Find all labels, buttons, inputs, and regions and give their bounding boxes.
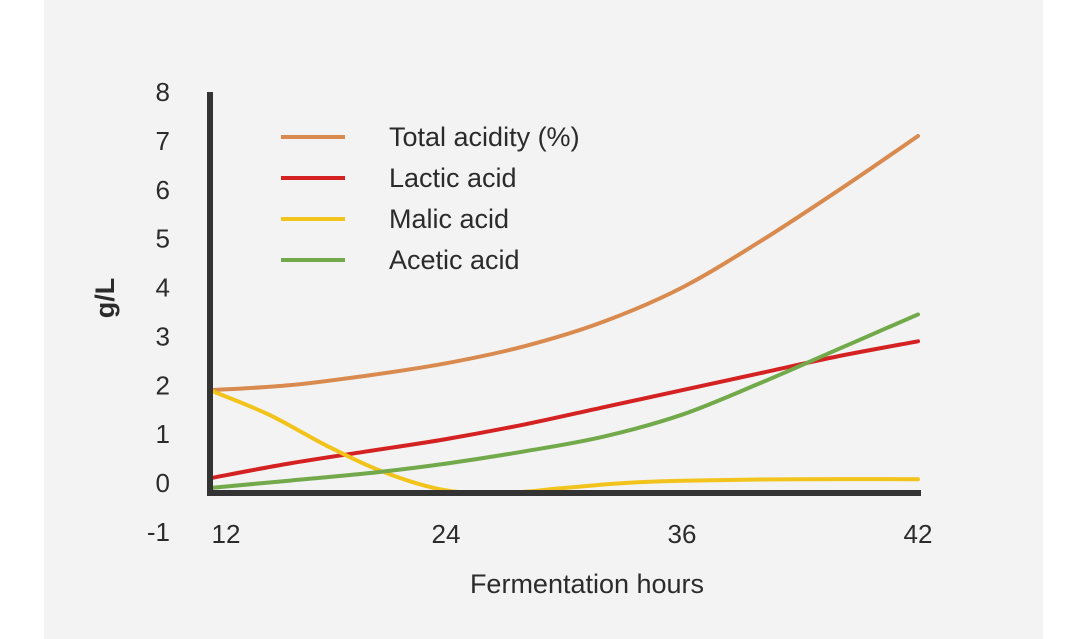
y-tick-label: 2 [156, 370, 170, 400]
x-axis-ticks: 12 24 36 42 [212, 519, 933, 549]
legend-label: Lactic acid [389, 163, 517, 193]
legend-label: Acetic acid [389, 245, 520, 275]
y-tick-label: 4 [156, 273, 170, 303]
y-tick-label: 0 [156, 468, 170, 498]
y-tick-label: 6 [156, 175, 170, 205]
y-tick-label: 1 [156, 419, 170, 449]
legend: Total acidity (%) Lactic acid Malic acid Ac… [281, 122, 580, 275]
legend-label: Total acidity (%) [389, 122, 580, 152]
y-tick-label: 8 [156, 77, 170, 107]
x-tick-label: 36 [668, 519, 697, 549]
y-tick-label: 3 [156, 321, 170, 351]
x-tick-label: 42 [904, 519, 933, 549]
x-axis-title: Fermentation hours [470, 569, 704, 599]
series-lines [208, 134, 920, 496]
y-tick-label: 7 [156, 126, 170, 156]
series-line-3 [208, 312, 920, 490]
y-axis-ticks: 8 7 6 5 4 3 2 1 0 -1 [147, 77, 170, 547]
y-tick-label: -1 [147, 517, 170, 547]
x-tick-label: 12 [212, 519, 241, 549]
y-axis-title: g/L [90, 278, 120, 319]
x-tick-label: 24 [432, 519, 461, 549]
legend-label: Malic acid [389, 204, 509, 234]
y-tick-label: 5 [156, 224, 170, 254]
series-line-0 [208, 134, 920, 393]
